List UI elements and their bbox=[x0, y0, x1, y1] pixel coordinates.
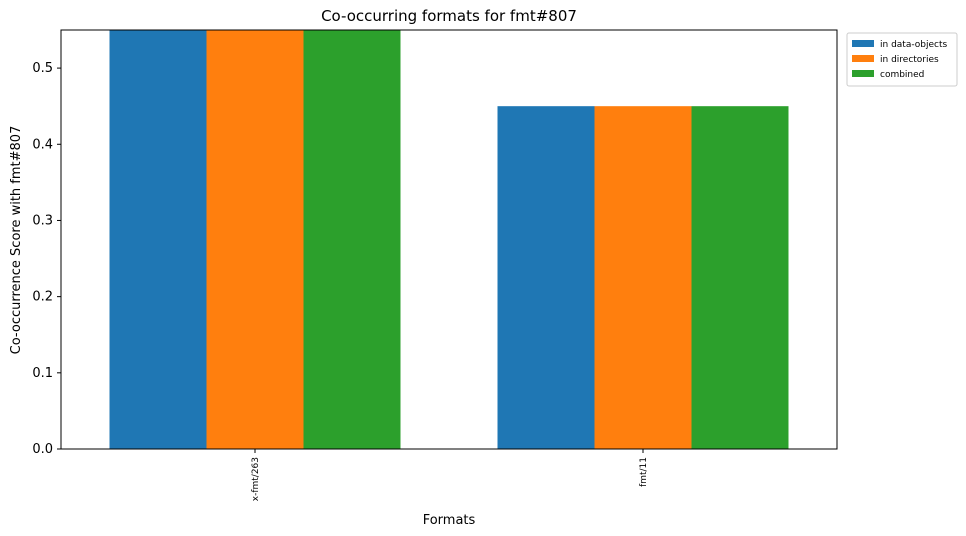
legend-swatch bbox=[852, 40, 874, 47]
legend-swatch bbox=[852, 70, 874, 77]
legend-label: in data-objects bbox=[880, 40, 947, 50]
bar bbox=[109, 30, 207, 449]
y-axis-title: Co-occurrence Score with fmt#807 bbox=[9, 126, 24, 355]
y-tick-label: 0.4 bbox=[32, 137, 53, 152]
legend-box bbox=[846, 32, 958, 87]
bar bbox=[691, 106, 789, 450]
y-axis-ticks: 0.0 0.1 0.2 0.3 0.4 0.5 bbox=[32, 61, 61, 457]
y-tick-label: 0.0 bbox=[32, 442, 53, 457]
bar bbox=[497, 106, 595, 450]
plot-area bbox=[60, 29, 838, 450]
legend: in data-objects in directories combined bbox=[846, 32, 958, 87]
x-axis-title: Formats bbox=[423, 513, 476, 528]
plot-frame bbox=[60, 29, 838, 450]
legend-label: combined bbox=[880, 70, 924, 80]
bar bbox=[594, 106, 692, 450]
y-tick-label: 0.5 bbox=[32, 61, 53, 76]
legend-label: in directories bbox=[880, 55, 939, 65]
y-tick-label: 0.3 bbox=[32, 213, 53, 228]
legend-swatch bbox=[852, 55, 874, 62]
y-tick-label: 0.2 bbox=[32, 290, 53, 305]
y-tick-label: 0.1 bbox=[32, 366, 53, 381]
chart-title: Co-occurring formats for fmt#807 bbox=[321, 7, 577, 25]
x-tick-label: x-fmt/263 bbox=[251, 457, 261, 501]
bar bbox=[303, 30, 401, 449]
bar bbox=[206, 30, 304, 449]
x-axis-ticks: x-fmt/263 fmt/11 bbox=[251, 449, 649, 501]
x-tick-label: fmt/11 bbox=[639, 457, 649, 487]
